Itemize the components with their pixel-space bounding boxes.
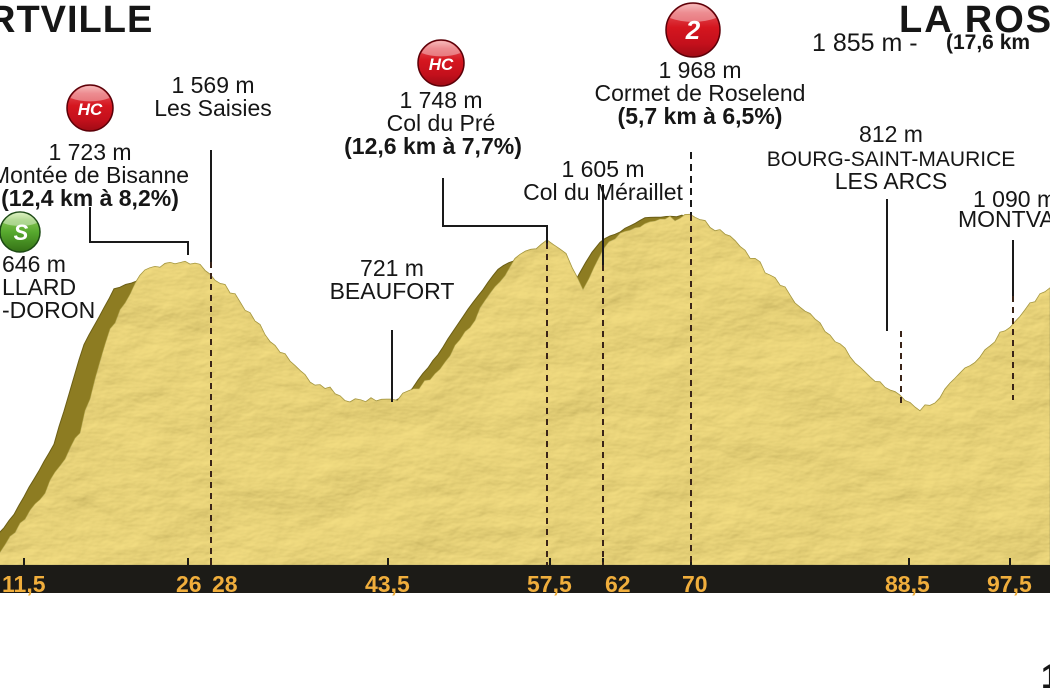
svg-text:BEAUFORT: BEAUFORT [330, 278, 455, 304]
svg-text:(12,6 km à 7,7%): (12,6 km à 7,7%) [344, 133, 522, 159]
svg-text:62: 62 [605, 571, 631, 597]
svg-text:(12,4 km à 8,2%): (12,4 km à 8,2%) [1, 185, 179, 211]
svg-text:(17,6 km: (17,6 km [946, 31, 1030, 54]
svg-text:HC: HC [78, 100, 103, 119]
svg-text:88,5: 88,5 [885, 571, 930, 597]
svg-text:S: S [14, 220, 29, 245]
svg-text:26: 26 [176, 571, 202, 597]
svg-text:97,5: 97,5 [987, 571, 1032, 597]
svg-text:11,5: 11,5 [2, 571, 46, 597]
svg-text:-DORON: -DORON [2, 297, 95, 323]
svg-text:812 m: 812 m [859, 121, 923, 147]
svg-text:19: 19 [1041, 658, 1050, 696]
svg-text:HC: HC [429, 55, 454, 74]
svg-text:57,5: 57,5 [527, 571, 572, 597]
svg-text:1 855 m -: 1 855 m - [812, 29, 918, 57]
svg-text:Col du Méraillet: Col du Méraillet [523, 179, 683, 205]
svg-text:2: 2 [685, 15, 701, 45]
svg-text:Les Saisies: Les Saisies [154, 95, 272, 121]
svg-text:43,5: 43,5 [365, 571, 410, 597]
svg-text:(5,7 km à 6,5%): (5,7 km à 6,5%) [618, 103, 783, 129]
svg-text:70: 70 [682, 571, 708, 597]
svg-text:LES ARCS: LES ARCS [835, 168, 948, 194]
svg-text:MONTVALE: MONTVALE [958, 206, 1050, 232]
svg-text:RTVILLE: RTVILLE [0, 0, 153, 41]
svg-text:28: 28 [212, 571, 238, 597]
